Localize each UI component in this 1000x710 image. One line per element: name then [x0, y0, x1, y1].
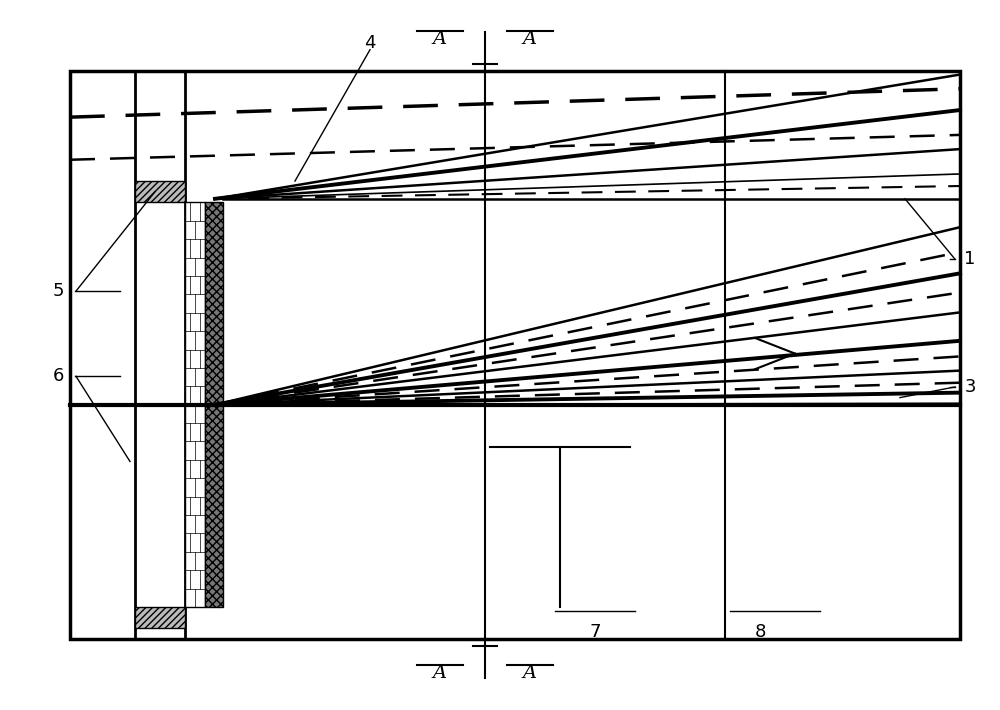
Bar — [205, 202, 223, 607]
Bar — [185, 202, 205, 607]
Text: 7: 7 — [589, 623, 601, 641]
Bar — [135, 607, 185, 628]
Text: A: A — [433, 664, 447, 682]
Text: A: A — [433, 30, 447, 48]
Text: 4: 4 — [364, 33, 376, 52]
Text: 1: 1 — [964, 250, 976, 268]
Bar — [135, 181, 185, 202]
Text: A: A — [523, 30, 537, 48]
Text: 5: 5 — [52, 282, 64, 300]
Text: A: A — [523, 664, 537, 682]
Text: 6: 6 — [52, 367, 64, 386]
Bar — [70, 71, 960, 639]
Text: 8: 8 — [754, 623, 766, 641]
Text: 3: 3 — [964, 378, 976, 396]
